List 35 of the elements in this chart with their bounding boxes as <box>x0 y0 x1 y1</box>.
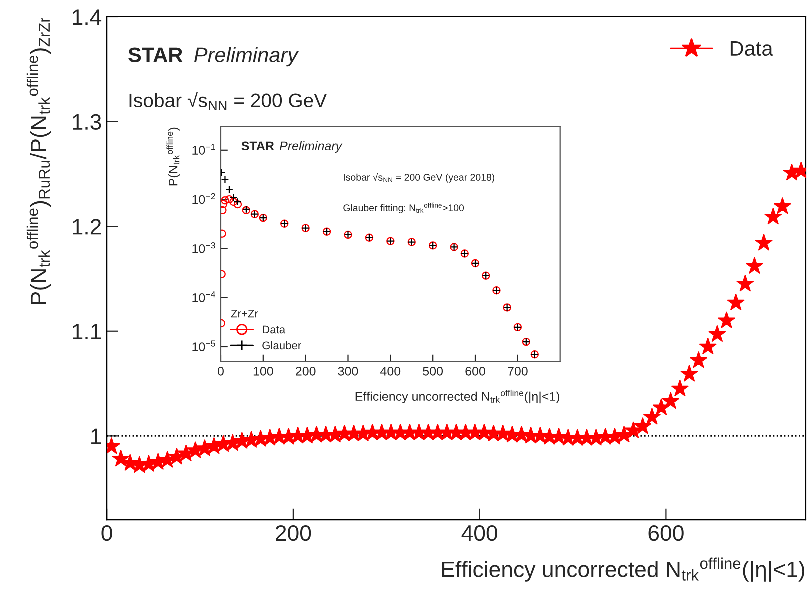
annotation: Glauber fitting: N$_{trk}$$^{offline}$>100 <box>344 202 464 214</box>
legend-label: Data <box>263 326 286 334</box>
y-axis-title: P(N$_{trk}$$^{offline}$) <box>166 128 180 186</box>
annotation: Isobar √s$_{NN}$ = 200 GeV <box>130 92 328 110</box>
x-axis-title: Efficiency uncorrected N$_{trk}$$^{offline}$(|η|<1) <box>442 558 805 582</box>
legend-label: Data <box>730 42 774 56</box>
x-tick-label: 100 <box>254 366 274 376</box>
x-tick-label: 700 <box>508 366 528 376</box>
annotation: Isobar √s$_{NN}$ = 200 GeV (year 2018) <box>344 173 495 183</box>
x-axis-title: Efficiency uncorrected N$_{trk}$$^{offline}$(|η|<1) <box>356 390 560 404</box>
y-tick-label: 10$^{−2}$ <box>192 193 216 204</box>
x-tick-label: 600 <box>466 366 486 376</box>
y-tick-label: 1.1 <box>73 324 102 340</box>
x-tick-label: 200 <box>276 525 312 542</box>
y-tick-label: 1.3 <box>73 114 102 130</box>
y-tick-label: 10$^{−1}$ <box>192 144 216 155</box>
x-tick-label: 600 <box>648 525 684 542</box>
x-tick-label: 300 <box>338 366 358 376</box>
y-tick-label: 1 <box>92 428 102 444</box>
legend-title: Zr+Zr <box>231 310 258 318</box>
y-tick-label: 10$^{−4}$ <box>192 292 216 302</box>
annotation: STAR Preliminary <box>242 141 343 154</box>
y-tick-label: 10$^{−3}$ <box>192 242 216 254</box>
y-tick-label: 1.2 <box>73 219 102 235</box>
annotation: STAR Preliminary <box>128 47 300 67</box>
y-tick-label: 1.4 <box>73 10 102 26</box>
x-tick-label: 0 <box>218 366 224 376</box>
x-tick-label: 0 <box>102 525 112 542</box>
legend-label: Glauber <box>262 341 302 350</box>
x-tick-label: 200 <box>296 366 316 376</box>
text: P(N$_{trk}$$^{offline}$)$_{RuRu}$/P(N$_{trk}$$^{offline}$)$_{ZrZr}$ <box>26 18 52 304</box>
x-tick-label: 400 <box>380 366 401 376</box>
x-tick-label: 500 <box>423 366 444 376</box>
y-tick-label: 10$^{−5}$ <box>192 340 216 352</box>
x-tick-label: 400 <box>462 525 498 542</box>
